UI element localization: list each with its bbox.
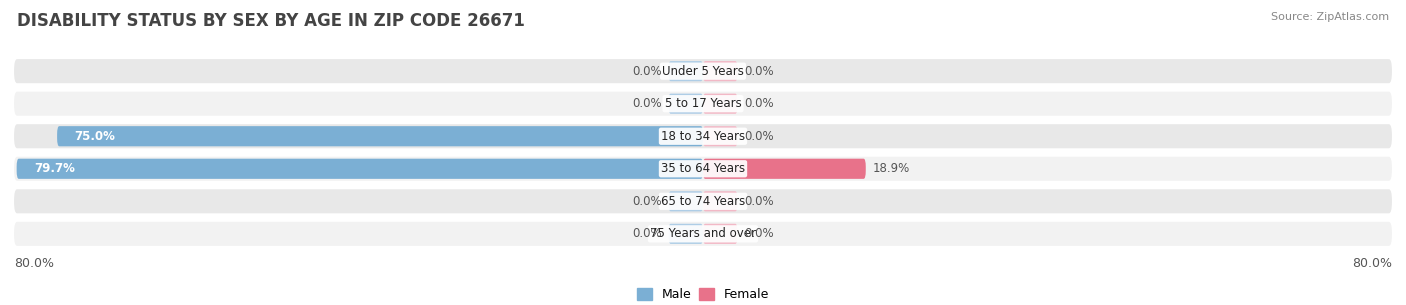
- FancyBboxPatch shape: [703, 224, 738, 244]
- Text: 0.0%: 0.0%: [633, 227, 662, 240]
- Text: Under 5 Years: Under 5 Years: [662, 65, 744, 78]
- FancyBboxPatch shape: [703, 94, 738, 114]
- Legend: Male, Female: Male, Female: [631, 283, 775, 305]
- FancyBboxPatch shape: [14, 189, 1392, 213]
- FancyBboxPatch shape: [703, 126, 738, 146]
- Text: 0.0%: 0.0%: [744, 195, 773, 208]
- Text: 35 to 64 Years: 35 to 64 Years: [661, 162, 745, 175]
- FancyBboxPatch shape: [703, 61, 738, 81]
- Text: 0.0%: 0.0%: [744, 130, 773, 143]
- Text: 18.9%: 18.9%: [873, 162, 910, 175]
- Text: 0.0%: 0.0%: [744, 97, 773, 110]
- Text: 0.0%: 0.0%: [744, 65, 773, 78]
- Text: 5 to 17 Years: 5 to 17 Years: [665, 97, 741, 110]
- Text: 0.0%: 0.0%: [633, 97, 662, 110]
- FancyBboxPatch shape: [17, 159, 703, 179]
- FancyBboxPatch shape: [14, 59, 1392, 83]
- FancyBboxPatch shape: [703, 159, 866, 179]
- FancyBboxPatch shape: [58, 126, 703, 146]
- Text: 75.0%: 75.0%: [75, 130, 115, 143]
- Text: 79.7%: 79.7%: [34, 162, 75, 175]
- Text: 0.0%: 0.0%: [633, 65, 662, 78]
- Text: 75 Years and over: 75 Years and over: [650, 227, 756, 240]
- FancyBboxPatch shape: [14, 92, 1392, 116]
- Text: DISABILITY STATUS BY SEX BY AGE IN ZIP CODE 26671: DISABILITY STATUS BY SEX BY AGE IN ZIP C…: [17, 12, 524, 30]
- Text: Source: ZipAtlas.com: Source: ZipAtlas.com: [1271, 12, 1389, 22]
- FancyBboxPatch shape: [703, 191, 738, 211]
- FancyBboxPatch shape: [14, 222, 1392, 246]
- Text: 80.0%: 80.0%: [14, 257, 53, 270]
- Text: 80.0%: 80.0%: [1353, 257, 1392, 270]
- Text: 0.0%: 0.0%: [633, 195, 662, 208]
- FancyBboxPatch shape: [669, 224, 703, 244]
- FancyBboxPatch shape: [669, 94, 703, 114]
- Text: 0.0%: 0.0%: [744, 227, 773, 240]
- FancyBboxPatch shape: [669, 61, 703, 81]
- Text: 18 to 34 Years: 18 to 34 Years: [661, 130, 745, 143]
- FancyBboxPatch shape: [14, 157, 1392, 181]
- FancyBboxPatch shape: [14, 124, 1392, 148]
- FancyBboxPatch shape: [669, 191, 703, 211]
- Text: 65 to 74 Years: 65 to 74 Years: [661, 195, 745, 208]
